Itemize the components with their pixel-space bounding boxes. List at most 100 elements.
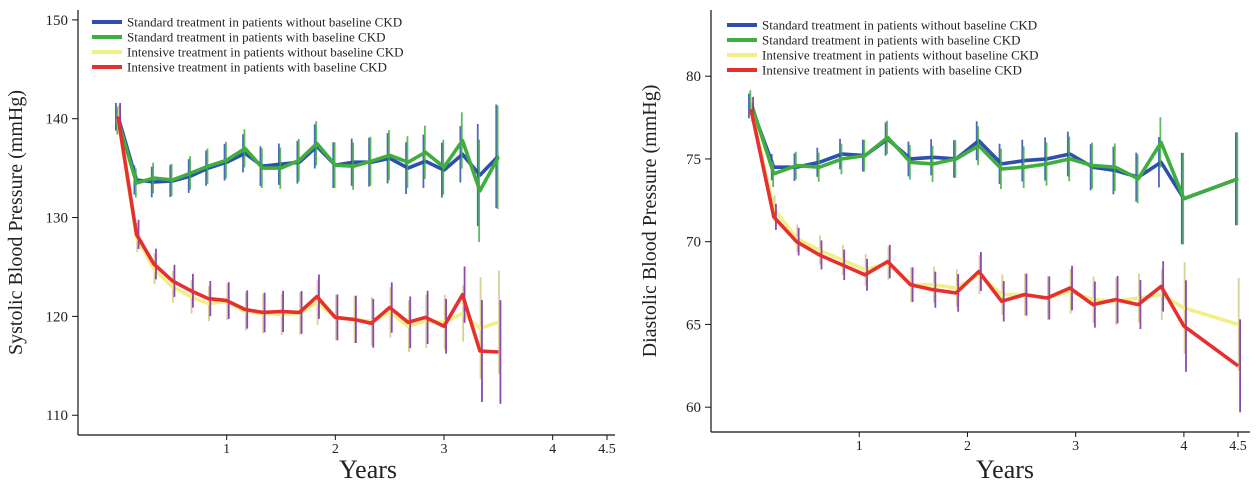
systolic-x-tick-label: 1 [223,442,230,457]
systolic-data-point [370,322,372,324]
systolic-x-tick-label: 4.5 [598,442,616,457]
systolic-data-point [298,159,301,161]
diastolic-x-tick-label: 3 [1072,439,1079,454]
diastolic-x-axis-title: Years [976,455,1034,483]
systolic-legend-label-1: Standard treatment in patients with base… [127,30,386,45]
systolic-data-point [298,311,301,314]
systolic-data-point [389,306,391,309]
diastolic-y-tick-label: 70 [686,235,701,251]
diastolic-data-point [955,158,957,160]
diastolic-data-point [864,269,866,271]
systolic-data-point [226,299,228,302]
diastolic-data-point [773,216,775,218]
diastolic-data-point [1183,307,1185,309]
systolic-data-point [244,147,246,149]
diastolic-series-line-1 [749,102,1239,201]
systolic-data-point [135,233,138,235]
diastolic-data-point [978,270,980,273]
diastolic-data-point [1114,299,1117,301]
systolic-data-point [261,311,264,314]
diastolic-data-point [750,108,752,110]
systolic-data-point [443,325,445,327]
systolic-data-point [316,296,318,298]
systolic-data-point [280,310,282,313]
systolic-data-point [370,160,372,162]
systolic-y-tick-label: 110 [46,408,68,424]
systolic-data-point [479,350,481,352]
systolic-data-point [497,351,499,353]
systolic-data-point [171,286,173,288]
systolic-data-point [334,164,336,166]
diastolic-data-point [1160,294,1162,296]
diastolic-x-tick-label: 1 [856,439,863,454]
systolic-legend-label-3: Intensive treatment in patients with bas… [127,60,387,75]
systolic-data-point [461,139,464,142]
diastolic-data-point [1237,178,1239,180]
systolic-data-point [497,321,499,323]
diastolic-data-point [1237,323,1239,326]
systolic-legend-label-2: Intensive treatment in patients without … [127,45,404,60]
diastolic-y-tick-label: 75 [686,152,701,168]
systolic-legend-label-0: Standard treatment in patients without b… [127,15,402,30]
diastolic-x-tick-label: 2 [964,439,971,454]
diastolic-data-point [864,274,866,276]
systolic-data-point [207,302,209,305]
diastolic-data-point [1023,294,1025,296]
systolic-data-point [171,179,173,181]
diastolic-legend-label-3: Intensive treatment in patients with bas… [762,63,1022,78]
diastolic-x-tick-label: 4.5 [1229,439,1247,454]
diastolic-data-point [887,136,889,139]
systolic-chart-svg: 110 120 130 140 150 1 2 3 4 4.5 Years Systolic Bloo… [5,10,616,483]
diastolic-data-point [1046,163,1048,165]
systolic-data-point [461,312,464,315]
systolic-data-point [334,316,336,318]
systolic-data-point [424,316,427,318]
systolic-data-point [424,151,427,153]
systolic-data-point [153,263,155,265]
systolic-series-line-1 [116,120,500,193]
diastolic-y-tick-label: 80 [686,69,701,85]
diastolic-data-point [773,173,775,175]
diastolic-data-point [1069,290,1071,292]
systolic-data-point [479,327,481,329]
systolic-data-point [280,167,282,169]
diastolic-data-point [864,155,866,157]
systolic-data-point [461,294,464,296]
systolic-data-point [407,325,409,327]
systolic-data-point [153,268,155,270]
diastolic-data-point [932,284,934,286]
diastolic-data-point [1137,303,1139,306]
diastolic-data-point [978,145,980,147]
diastolic-data-point [841,264,843,266]
systolic-data-point [207,298,209,300]
systolic-data-point [407,321,409,323]
diastolic-data-point [932,163,934,165]
systolic-x-axis-title: Years [339,455,397,483]
diastolic-data-point [1023,166,1025,168]
systolic-data-point [280,313,282,316]
diastolic-y-axis-title: Diastolic Blood Pressure (mmHg) [639,85,661,358]
diastolic-data-point [1183,325,1185,327]
diastolic-data-point [1001,300,1003,302]
systolic-data-point [244,308,246,311]
diastolic-data-point [1114,166,1117,168]
diastolic-data-point [1001,168,1003,170]
systolic-data-point [190,290,192,292]
systolic-y-tick-label: 120 [46,309,69,325]
systolic-data-point [190,296,192,298]
systolic-y-tick-label: 130 [46,211,69,227]
diastolic-y-tick-label: 65 [686,317,701,333]
diastolic-data-point [1137,297,1139,299]
diastolic-data-point [1001,294,1003,296]
diastolic-data-point [1046,297,1048,299]
systolic-data-point [135,182,138,184]
systolic-x-tick-label: 4 [549,442,556,457]
diastolic-data-point [1092,299,1094,301]
systolic-data-point [153,177,155,179]
diastolic-data-point [909,284,912,286]
systolic-x-tick-label: 3 [441,442,448,457]
diastolic-data-point [795,164,798,167]
diastolic-data-point [1092,303,1094,306]
diastolic-data-point [1160,285,1162,287]
diastolic-data-point [1069,158,1071,160]
